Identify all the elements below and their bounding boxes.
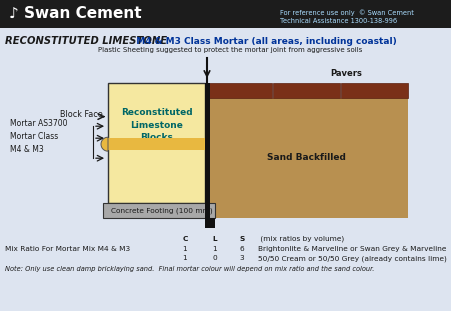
Text: M4 & M3 Class Mortar (all areas, including coastal): M4 & M3 Class Mortar (all areas, includi… <box>130 36 396 45</box>
Text: 3: 3 <box>239 255 244 261</box>
Text: (mix ratios by volume): (mix ratios by volume) <box>258 236 344 243</box>
Bar <box>108 138 205 150</box>
Text: Note: Only use clean damp bricklaying sand.  Final mortar colour will depend on : Note: Only use clean damp bricklaying sa… <box>5 266 373 272</box>
Text: C: C <box>182 236 187 242</box>
Polygon shape <box>101 137 108 151</box>
Text: Brightonlite & Marveline or Swan Grey & Marveline: Brightonlite & Marveline or Swan Grey & … <box>258 246 446 252</box>
Text: 1: 1 <box>212 246 217 252</box>
Text: Swan Cement: Swan Cement <box>24 7 141 21</box>
Text: Block Face: Block Face <box>60 110 102 119</box>
Text: RECONSTITUTED LIMESTONE: RECONSTITUTED LIMESTONE <box>5 36 167 46</box>
Text: 6: 6 <box>239 246 244 252</box>
Text: L: L <box>212 236 217 242</box>
Text: Reconstituted
Limestone
Blocks: Reconstituted Limestone Blocks <box>120 108 192 142</box>
Text: 1: 1 <box>182 255 187 261</box>
Text: For reference use only  © Swan Cement
Technical Assistance 1300-138-996: For reference use only © Swan Cement Tec… <box>279 9 413 24</box>
Text: Sand Backfilled: Sand Backfilled <box>267 154 345 163</box>
Text: Mix Ratio For Mortar Mix M4 & M3: Mix Ratio For Mortar Mix M4 & M3 <box>5 246 130 252</box>
Bar <box>0 0 451 28</box>
Text: Plastic Sheeting suggested to protect the mortar joint from aggressive soils: Plastic Sheeting suggested to protect th… <box>97 47 361 53</box>
Bar <box>205 83 210 223</box>
Bar <box>103 203 215 218</box>
Text: 0: 0 <box>212 255 217 261</box>
Text: ♪: ♪ <box>9 7 19 21</box>
Text: Concrete Footing (100 mm): Concrete Footing (100 mm) <box>110 207 212 214</box>
Text: 50/50 Cream or 50/50 Grey (already contains lime): 50/50 Cream or 50/50 Grey (already conta… <box>258 255 446 262</box>
Bar <box>340 83 407 98</box>
Text: 1: 1 <box>182 246 187 252</box>
Bar <box>108 83 205 203</box>
Bar <box>272 83 339 98</box>
Text: Pavers: Pavers <box>329 69 361 78</box>
Bar <box>205 98 407 218</box>
Bar <box>205 218 215 228</box>
Text: Mortar AS3700
Mortar Class
M4 & M3: Mortar AS3700 Mortar Class M4 & M3 <box>10 118 67 154</box>
Text: S: S <box>239 236 244 242</box>
Bar <box>205 83 272 98</box>
